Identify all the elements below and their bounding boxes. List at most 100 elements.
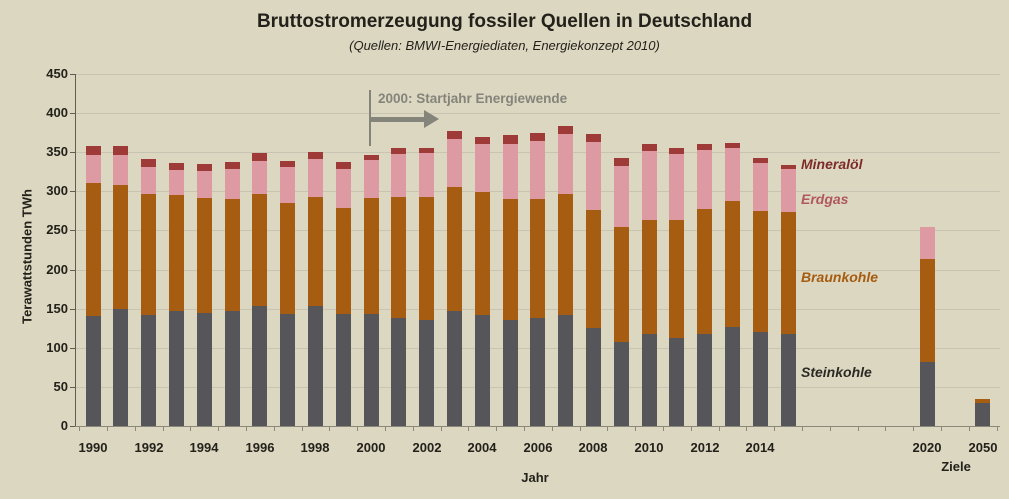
x-tick-label-2000: 2000 — [356, 440, 386, 455]
bar-segment-braunkohle-1994 — [197, 198, 212, 313]
bar-segment-steinkohle-1992 — [141, 315, 156, 426]
bar-segment-erdgas-2008 — [586, 142, 601, 210]
x-axis-tick — [774, 427, 775, 431]
x-axis-tick — [413, 427, 414, 431]
x-tick-label-2020: 2020 — [912, 440, 942, 455]
bar-segment-erdgas-1997 — [280, 167, 295, 203]
bar-segment-steinkohle-1998 — [308, 306, 323, 426]
bar-segment-erdgas-2020 — [920, 227, 935, 259]
y-tick-label-150: 150 — [46, 301, 68, 316]
bar-segment-erdgas-1999 — [336, 169, 351, 208]
x-tick-label-2012: 2012 — [690, 440, 720, 455]
chart-subtitle: (Quellen: BMWI-Energiediaten, Energiekon… — [349, 38, 660, 53]
x-tick-label-2004: 2004 — [467, 440, 497, 455]
bar-segment-erdgas-2015 — [781, 169, 796, 212]
bar-segment-erdgas-1996 — [252, 161, 267, 194]
bar-segment-steinkohle-2050 — [975, 403, 990, 426]
y-tick-label-100: 100 — [46, 340, 68, 355]
x-axis-tick — [496, 427, 497, 431]
bar-segment-erdgas-2007 — [558, 134, 573, 194]
right-arrow-icon — [371, 117, 424, 122]
annotation-year-marker-line — [369, 90, 371, 146]
bar-segment-mineraloel-1998 — [308, 152, 323, 159]
bar-segment-erdgas-2010 — [642, 151, 657, 220]
legend-label-steinkohle: Steinkohle — [801, 364, 872, 380]
x-axis-tick — [830, 427, 831, 431]
x-axis-tick — [635, 427, 636, 431]
x-axis-tick — [218, 427, 219, 431]
x-axis-tick — [302, 427, 303, 431]
bar-segment-mineraloel-2006 — [530, 133, 545, 141]
bar-segment-erdgas-2013 — [725, 148, 740, 201]
bar-segment-erdgas-1991 — [113, 155, 128, 185]
bar-segment-steinkohle-1999 — [336, 314, 351, 426]
bar-segment-braunkohle-2009 — [614, 227, 629, 342]
bar-segment-erdgas-2001 — [391, 154, 406, 197]
x-axis-tick — [802, 427, 803, 431]
bar-segment-erdgas-2005 — [503, 144, 518, 199]
bar-segment-erdgas-2006 — [530, 141, 545, 199]
bar-segment-steinkohle-2015 — [781, 334, 796, 426]
bar-segment-mineraloel-2002 — [419, 148, 434, 153]
bar-segment-braunkohle-1991 — [113, 185, 128, 309]
bar-segment-erdgas-1992 — [141, 167, 156, 194]
x-axis-tick — [607, 427, 608, 431]
bar-segment-mineraloel-1995 — [225, 162, 240, 169]
x-tick-label-2014: 2014 — [745, 440, 775, 455]
bar-segment-steinkohle-2014 — [753, 332, 768, 426]
bar-segment-braunkohle-2007 — [558, 194, 573, 315]
y-axis-tick-400 — [70, 113, 75, 114]
bar-segment-erdgas-2014 — [753, 163, 768, 211]
bar-segment-steinkohle-2001 — [391, 318, 406, 426]
bar-segment-mineraloel-1994 — [197, 164, 212, 171]
x-tick-label-2010: 2010 — [634, 440, 664, 455]
targets-label: Ziele — [941, 459, 971, 474]
x-axis-tick — [79, 427, 80, 431]
x-axis-tick — [885, 427, 886, 431]
bar-segment-steinkohle-2011 — [669, 338, 684, 426]
bar-segment-mineraloel-2005 — [503, 135, 518, 144]
x-axis-tick — [580, 427, 581, 431]
bar-segment-braunkohle-2001 — [391, 197, 406, 318]
bar-segment-steinkohle-1991 — [113, 309, 128, 426]
bar-segment-braunkohle-2003 — [447, 187, 462, 311]
y-tick-label-300: 300 — [46, 183, 68, 198]
bar-segment-erdgas-2003 — [447, 139, 462, 187]
y-tick-label-200: 200 — [46, 262, 68, 277]
y-tick-label-250: 250 — [46, 222, 68, 237]
x-tick-label-1992: 1992 — [134, 440, 164, 455]
bar-segment-mineraloel-2000 — [364, 155, 379, 160]
y-axis-line — [75, 74, 76, 426]
bar-segment-erdgas-1990 — [86, 155, 101, 183]
bar-segment-mineraloel-2011 — [669, 148, 684, 154]
x-axis-tick — [385, 427, 386, 431]
x-axis-line — [75, 426, 1000, 427]
bar-segment-steinkohle-1997 — [280, 314, 295, 426]
x-axis-tick — [969, 427, 970, 431]
bar-segment-steinkohle-1994 — [197, 313, 212, 426]
bar-segment-steinkohle-2007 — [558, 315, 573, 426]
bar-segment-steinkohle-2010 — [642, 334, 657, 426]
bar-segment-mineraloel-1990 — [86, 146, 101, 155]
bar-segment-braunkohle-2005 — [503, 199, 518, 320]
bar-segment-mineraloel-2013 — [725, 143, 740, 148]
y-axis-tick-450 — [70, 74, 75, 75]
x-axis-tick — [913, 427, 914, 431]
y-axis-tick-100 — [70, 348, 75, 349]
y-tick-label-400: 400 — [46, 105, 68, 120]
x-axis-tick — [163, 427, 164, 431]
right-arrowhead-icon — [424, 110, 439, 128]
bar-segment-steinkohle-2020 — [920, 362, 935, 426]
bar-segment-mineraloel-2014 — [753, 158, 768, 163]
gridline-400 — [75, 113, 1000, 114]
y-tick-label-50: 50 — [53, 379, 68, 394]
x-axis-tick — [468, 427, 469, 431]
y-tick-label-350: 350 — [46, 144, 68, 159]
bar-segment-mineraloel-2008 — [586, 134, 601, 142]
bar-segment-braunkohle-2020 — [920, 259, 935, 362]
y-tick-label-0: 0 — [60, 418, 68, 433]
bar-segment-erdgas-1994 — [197, 171, 212, 198]
bar-segment-steinkohle-2006 — [530, 318, 545, 426]
bar-segment-braunkohle-2002 — [419, 197, 434, 320]
